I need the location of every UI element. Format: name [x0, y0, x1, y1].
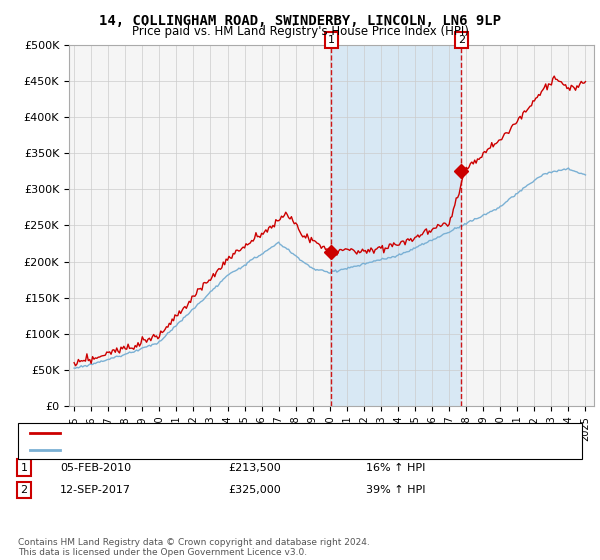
Text: 39% ↑ HPI: 39% ↑ HPI: [366, 485, 425, 495]
Text: 2: 2: [458, 35, 465, 45]
Text: £213,500: £213,500: [228, 463, 281, 473]
Text: 1: 1: [20, 463, 28, 473]
Text: 12-SEP-2017: 12-SEP-2017: [60, 485, 131, 495]
Text: 1: 1: [328, 35, 335, 45]
Text: £325,000: £325,000: [228, 485, 281, 495]
Text: 14, COLLINGHAM ROAD, SWINDERBY, LINCOLN, LN6 9LP (detached house): 14, COLLINGHAM ROAD, SWINDERBY, LINCOLN,…: [66, 428, 454, 438]
Text: Contains HM Land Registry data © Crown copyright and database right 2024.
This d: Contains HM Land Registry data © Crown c…: [18, 538, 370, 557]
Text: 16% ↑ HPI: 16% ↑ HPI: [366, 463, 425, 473]
Bar: [331, 45, 461, 406]
Text: Price paid vs. HM Land Registry's House Price Index (HPI): Price paid vs. HM Land Registry's House …: [131, 25, 469, 38]
Text: 05-FEB-2010: 05-FEB-2010: [60, 463, 131, 473]
Text: 14, COLLINGHAM ROAD, SWINDERBY, LINCOLN, LN6 9LP: 14, COLLINGHAM ROAD, SWINDERBY, LINCOLN,…: [99, 14, 501, 28]
Text: 2: 2: [20, 485, 28, 495]
Text: HPI: Average price, detached house, North Kesteven: HPI: Average price, detached house, Nort…: [66, 445, 339, 455]
